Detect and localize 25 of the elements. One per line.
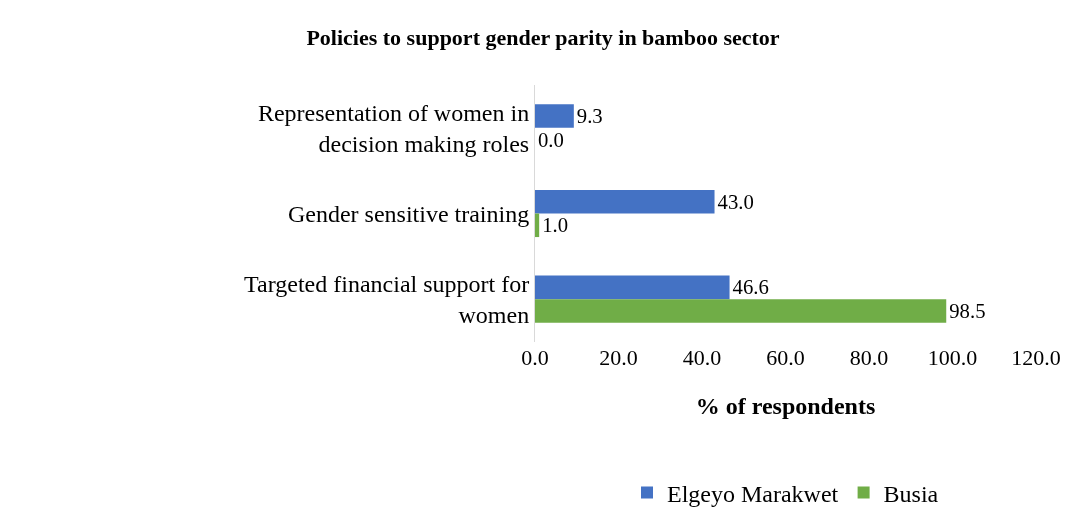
data-label: 1.0 — [542, 214, 569, 237]
x-tick-label: 120.0 — [1011, 345, 1061, 370]
legend-label: Elgeyo Marakwet — [667, 480, 839, 507]
data-label: 46.6 — [732, 276, 769, 299]
bar — [535, 104, 574, 128]
data-label: 0.0 — [538, 128, 564, 151]
bar — [535, 213, 540, 238]
data-label: 43.0 — [717, 190, 754, 213]
x-tick-label: 80.0 — [849, 345, 889, 370]
data-label: 98.5 — [949, 300, 986, 323]
chart-title: Policies to support gender parity in bamboo sector — [306, 24, 780, 50]
bar — [535, 189, 715, 214]
data-label: 9.3 — [576, 105, 603, 128]
legend-label: Busia — [883, 480, 939, 507]
y-tick-label: Targeted financial support for women — [244, 270, 530, 329]
x-tick-label: 60.0 — [766, 345, 805, 370]
y-tick-label: Gender sensitive training — [287, 200, 530, 227]
y-tick-label: Representation of women in decision making roles — [257, 99, 530, 157]
x-tick-label: 20.0 — [599, 345, 638, 370]
x-tick-label: 100.0 — [927, 345, 978, 370]
x-tick-label: 40.0 — [682, 345, 722, 370]
bar — [535, 275, 730, 300]
x-tick-label: 0.0 — [521, 345, 549, 370]
bar — [535, 299, 947, 323]
x-axis-title: % of respondents — [695, 393, 876, 420]
